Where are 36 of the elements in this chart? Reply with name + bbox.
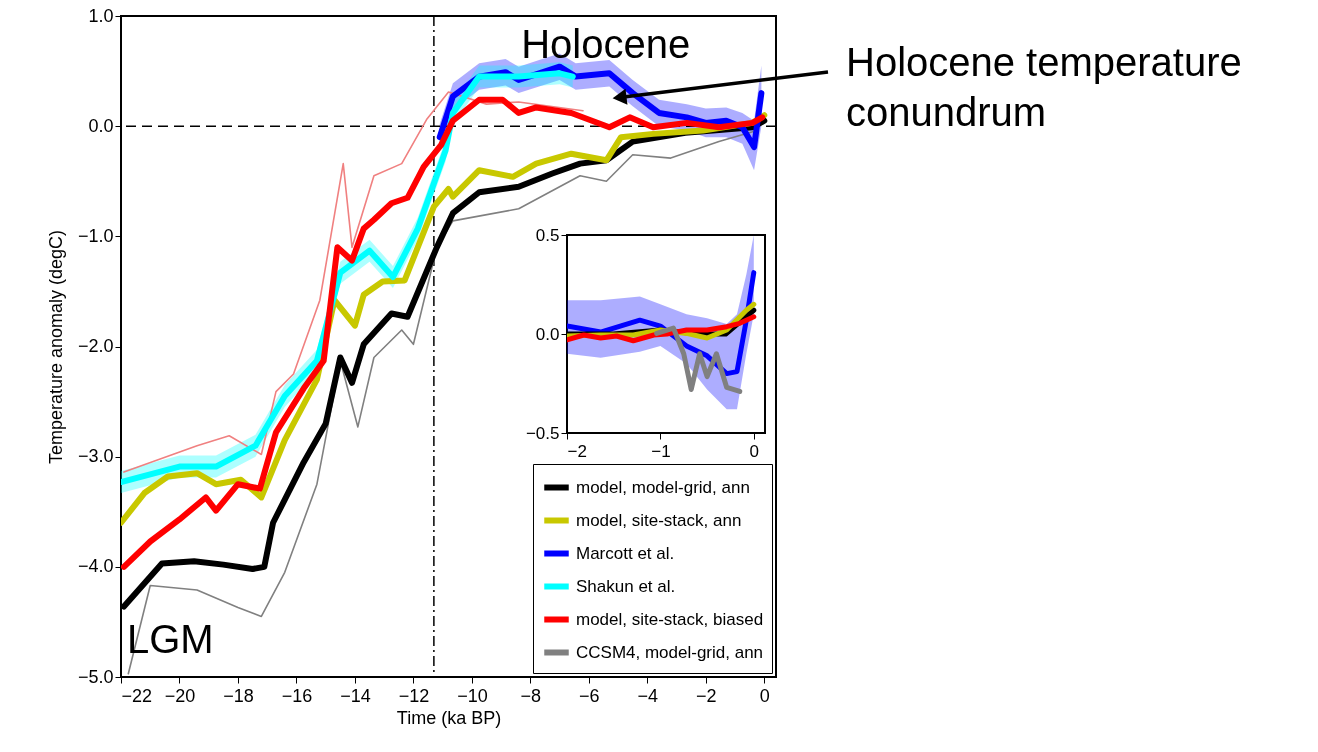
y-tick-label: −3.0 bbox=[77, 446, 114, 467]
legend-label: model, site-stack, ann bbox=[576, 510, 742, 530]
y-tick-label: −1.0 bbox=[77, 225, 114, 246]
x-tick-label: −10 bbox=[457, 685, 488, 706]
annotation: LGM bbox=[127, 616, 214, 661]
x-tick-label: −2 bbox=[567, 441, 587, 461]
x-tick-label: −16 bbox=[281, 685, 313, 706]
legend-label: Shakun et al. bbox=[576, 576, 676, 596]
legend-label: model, model-grid, ann bbox=[576, 477, 750, 497]
x-tick-label: −4 bbox=[637, 685, 659, 706]
x-tick-label: −6 bbox=[579, 685, 600, 706]
annotation: Holocene temperature conundrum bbox=[846, 40, 1242, 134]
y-tick-label: 0.5 bbox=[535, 225, 560, 245]
x-tick-label: −20 bbox=[164, 685, 196, 706]
y-tick-label: −0.5 bbox=[525, 423, 560, 443]
x-tick-label: 0 bbox=[759, 685, 770, 706]
y-tick-label: 0.0 bbox=[88, 115, 114, 136]
x-axis-title: Time (ka BP) bbox=[396, 707, 502, 728]
y-tick-label: 0.0 bbox=[535, 324, 560, 344]
x-tick-label: −14 bbox=[340, 685, 371, 706]
y-tick-label: −4.0 bbox=[77, 556, 114, 577]
x-tick-label: 0 bbox=[749, 441, 760, 461]
x-tick-label: −12 bbox=[398, 685, 430, 706]
y-tick-label: −5.0 bbox=[77, 666, 114, 687]
x-tick-label: −2 bbox=[696, 685, 717, 706]
x-tick-label: −8 bbox=[520, 685, 542, 706]
y-axis-title: Temperature anomaly (degC) bbox=[45, 229, 66, 465]
x-tick-label: −22 bbox=[121, 685, 153, 706]
legend-label: Marcott et al. bbox=[576, 543, 675, 563]
annotation: Holocene bbox=[521, 21, 691, 66]
x-tick-label: −18 bbox=[223, 685, 254, 706]
legend-label: model, site-stack, biased bbox=[576, 609, 764, 629]
text: CCSM4, model-grid, ann bbox=[576, 642, 764, 662]
y-tick-label: −2.0 bbox=[77, 336, 114, 356]
x-tick-label: −1 bbox=[651, 441, 671, 461]
y-tick-label: 1.0 bbox=[88, 5, 114, 26]
